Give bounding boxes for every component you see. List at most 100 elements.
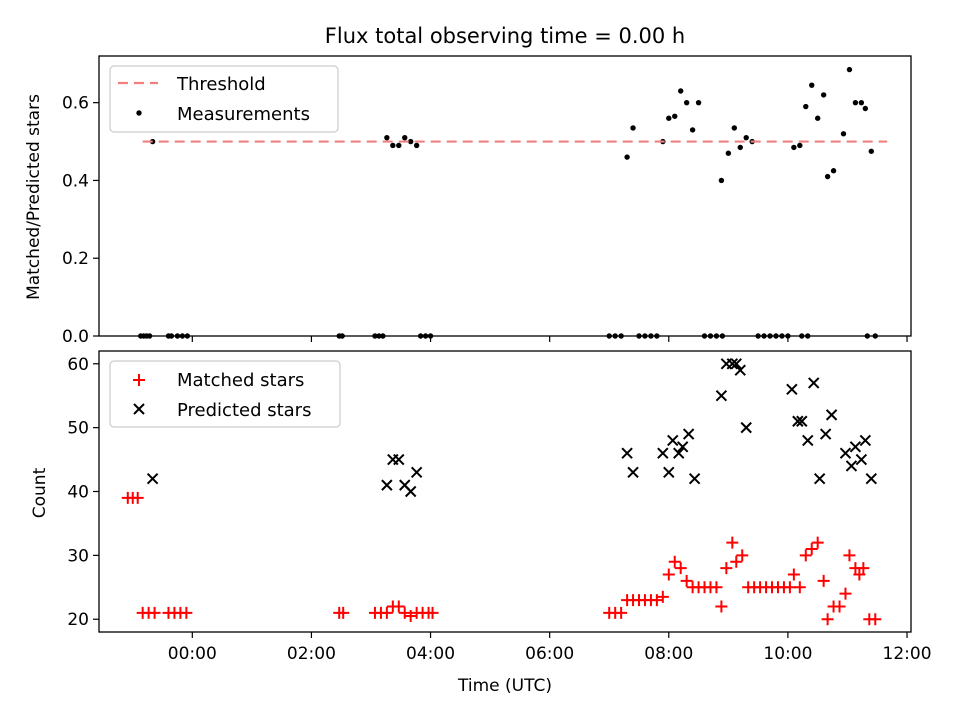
- matched-star-point: [787, 568, 800, 581]
- bottom-x-tick-label: 12:00: [883, 644, 932, 664]
- predicted-star-point: [410, 466, 423, 479]
- matched-star-point: [843, 549, 856, 562]
- predicted-star-point: [808, 377, 820, 389]
- predicted-star-point: [859, 434, 872, 447]
- top-axes-frame: [98, 55, 912, 337]
- matched-star-point: [380, 606, 393, 619]
- top-x-ticks: [191, 336, 908, 342]
- matched-legend-marker: [133, 374, 145, 386]
- measurement-point: [824, 173, 831, 180]
- predicted-star-point: [865, 473, 878, 485]
- measurement-point: [743, 134, 749, 141]
- matched-star-point: [799, 549, 812, 562]
- predicted-star-point: [627, 466, 639, 479]
- measurement-point: [731, 125, 738, 131]
- predicted-star-point: [802, 434, 814, 447]
- bottom-y-tick-label: 40: [67, 483, 89, 503]
- predicted-star-point: [146, 473, 159, 485]
- measurement-point: [830, 168, 837, 174]
- measurement-point: [413, 142, 420, 149]
- measurement-point: [407, 138, 414, 145]
- top-y-tick-label: 0.2: [62, 249, 89, 269]
- bottom-x-tick-label: 10:00: [763, 644, 812, 664]
- predicted-star-point: [740, 421, 752, 434]
- measurements-legend-marker: [136, 110, 142, 116]
- bottom-x-ticks: 00:00 02:00 04:00 06:00 08:00 10:00 12:00: [168, 632, 932, 664]
- predicted-star-point: [730, 358, 742, 370]
- bottom-legend-box: [109, 360, 341, 428]
- bottom-y-tick-label: 50: [67, 419, 89, 439]
- top-y-tick-label: 0.6: [62, 94, 89, 114]
- measurement-point: [846, 66, 853, 73]
- predicted-star-point: [715, 389, 728, 402]
- bottom-y-tick-label: 20: [67, 610, 89, 630]
- measurement-point: [666, 115, 672, 121]
- bottom-x-axis-label: Time (UTC): [457, 676, 552, 696]
- predicted-star-point: [404, 485, 417, 498]
- matched-star-point: [674, 562, 687, 575]
- measurements-legend-label: Measurements: [177, 104, 310, 125]
- matched-star-point: [821, 613, 834, 626]
- measurement-point: [384, 134, 390, 141]
- top-y-ticks: 0.0 0.2 0.4 0.6: [62, 94, 99, 347]
- measurement-point: [809, 82, 815, 88]
- bottom-y-ticks: 20 30 40 50 60: [67, 355, 99, 630]
- bottom-x-tick-label: 04:00: [406, 644, 455, 664]
- matched-star-point: [426, 606, 439, 619]
- measurement-point: [695, 99, 702, 106]
- predicted-legend-label: Predicted stars: [177, 400, 311, 421]
- matched-star-point: [811, 536, 824, 549]
- predicted-star-point: [676, 441, 689, 453]
- matched-star-point: [148, 606, 161, 619]
- measurement-point: [402, 134, 408, 141]
- bottom-y-tick-label: 60: [67, 355, 89, 375]
- measurement-point: [396, 142, 402, 149]
- matched-star-point: [680, 574, 693, 587]
- bottom-x-tick-label: 08:00: [644, 644, 693, 664]
- measurement-point: [689, 127, 696, 133]
- predicted-star-point: [682, 428, 695, 440]
- predicted-legend-marker: [133, 403, 145, 415]
- matched-star-point: [817, 574, 830, 587]
- predicted-star-point: [796, 415, 808, 427]
- measurement-point: [718, 177, 725, 184]
- predicted-star-point: [663, 466, 675, 479]
- measurement-point: [803, 103, 809, 110]
- predicted-star-point: [845, 460, 858, 472]
- matched-star-point: [715, 600, 728, 613]
- predicted-star-point: [825, 409, 838, 421]
- predicted-star-point: [393, 453, 405, 466]
- predicted-star-point: [813, 473, 826, 485]
- measurement-point: [390, 142, 396, 149]
- bottom-legend: Matched stars Predicted stars: [109, 360, 341, 428]
- top-y-tick-label: 0.0: [62, 327, 89, 347]
- top-legend: Threshold Measurements: [109, 65, 339, 133]
- predicted-star-point: [849, 441, 862, 453]
- matched-star-point: [726, 536, 739, 549]
- predicted-star-point: [786, 383, 798, 396]
- star-count-points: [121, 358, 882, 626]
- measurement-point: [791, 144, 797, 151]
- measurement-point: [862, 105, 869, 112]
- matched-star-point: [869, 613, 882, 626]
- predicted-star-point: [726, 358, 739, 370]
- measurement-point: [858, 99, 865, 106]
- matched-star-point: [615, 606, 628, 619]
- matched-star-point: [392, 600, 405, 613]
- matched-star-point: [662, 568, 675, 581]
- predicted-star-point: [667, 434, 679, 447]
- matched-star-point: [857, 562, 870, 575]
- matched-star-point: [710, 581, 723, 594]
- predicted-star-point: [688, 473, 701, 485]
- bottom-axes-frame: [98, 350, 912, 633]
- matched-star-point: [131, 491, 144, 504]
- top-y-tick-label: 0.4: [62, 171, 89, 191]
- measurement-point: [797, 142, 803, 149]
- measurement-point: [820, 92, 827, 98]
- measurement-point: [814, 115, 821, 121]
- matched-star-point: [736, 549, 749, 562]
- flux-ratio-panel: 0.0 0.2 0.4 0.6 Matched/Predicted stars Thr…: [24, 55, 912, 347]
- predicted-star-point: [734, 364, 746, 376]
- matched-star-point: [793, 581, 806, 594]
